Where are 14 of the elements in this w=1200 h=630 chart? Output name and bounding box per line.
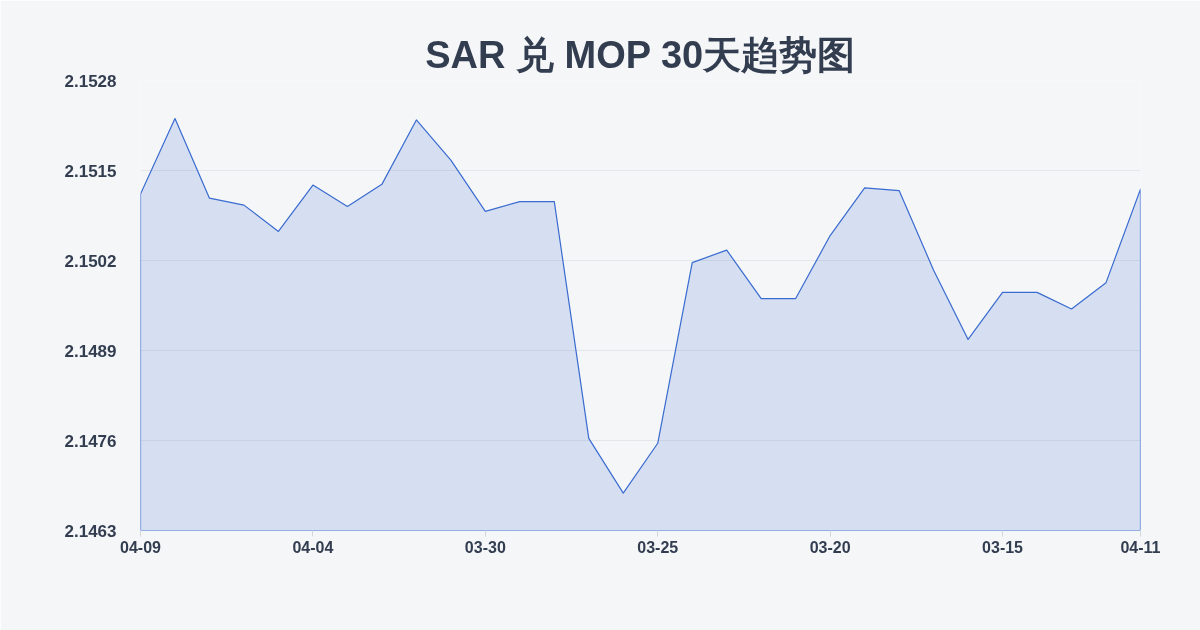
y-tick-label: 2.1463 (64, 521, 117, 541)
x-tick-label: 04-04 (292, 538, 334, 556)
x-tick-label: 03-15 (982, 538, 1024, 556)
y-tick-label: 2.1476 (64, 431, 117, 451)
x-tick-label: 03-25 (637, 538, 679, 556)
y-tick-label: 2.1528 (64, 71, 117, 91)
y-tick-label: 2.1489 (64, 341, 117, 361)
x-tick-label: 03-30 (464, 538, 506, 556)
x-tick-label: 03-20 (809, 538, 851, 556)
chart-title: SAR 兑 MOP 30天趋势图 (425, 33, 856, 76)
x-tick-label: 04-09 (120, 538, 162, 556)
x-tick-label: 04-11 (1120, 538, 1161, 556)
y-tick-label: 2.1502 (64, 251, 117, 271)
y-tick-label: 2.1515 (64, 161, 117, 181)
